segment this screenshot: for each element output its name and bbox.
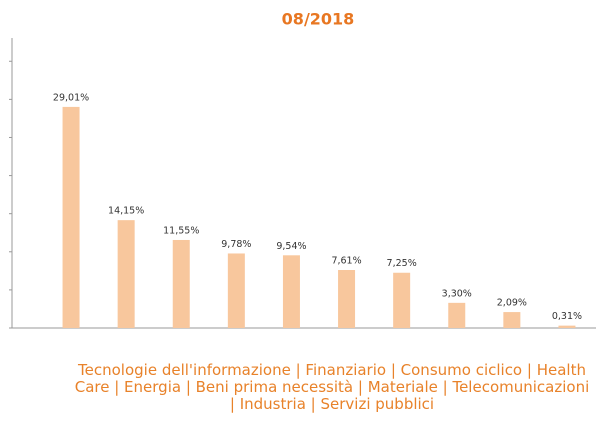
value-label: 14,15%: [108, 206, 144, 217]
value-label: 3,30%: [442, 288, 472, 299]
bar: [62, 106, 80, 328]
value-label: 29,01%: [53, 92, 89, 103]
value-label: 9,78%: [221, 239, 251, 250]
bar: [338, 270, 356, 328]
bar: [227, 253, 245, 328]
bar: [172, 239, 190, 328]
bar: [282, 255, 300, 328]
value-label: 7,25%: [387, 258, 417, 269]
value-label: 2,09%: [497, 298, 527, 309]
bar: [393, 272, 411, 328]
value-label: 11,55%: [163, 225, 199, 236]
bar: [117, 220, 135, 328]
value-label: 0,31%: [552, 311, 582, 322]
bar: [448, 302, 466, 328]
value-label: 9,54%: [276, 241, 306, 252]
caption: Tecnologie dell'informazione | Finanziar…: [74, 361, 590, 413]
value-label: 7,61%: [331, 256, 361, 267]
bar: [558, 325, 576, 328]
chart-title: 08/2018: [282, 10, 355, 29]
bar: [503, 312, 521, 328]
